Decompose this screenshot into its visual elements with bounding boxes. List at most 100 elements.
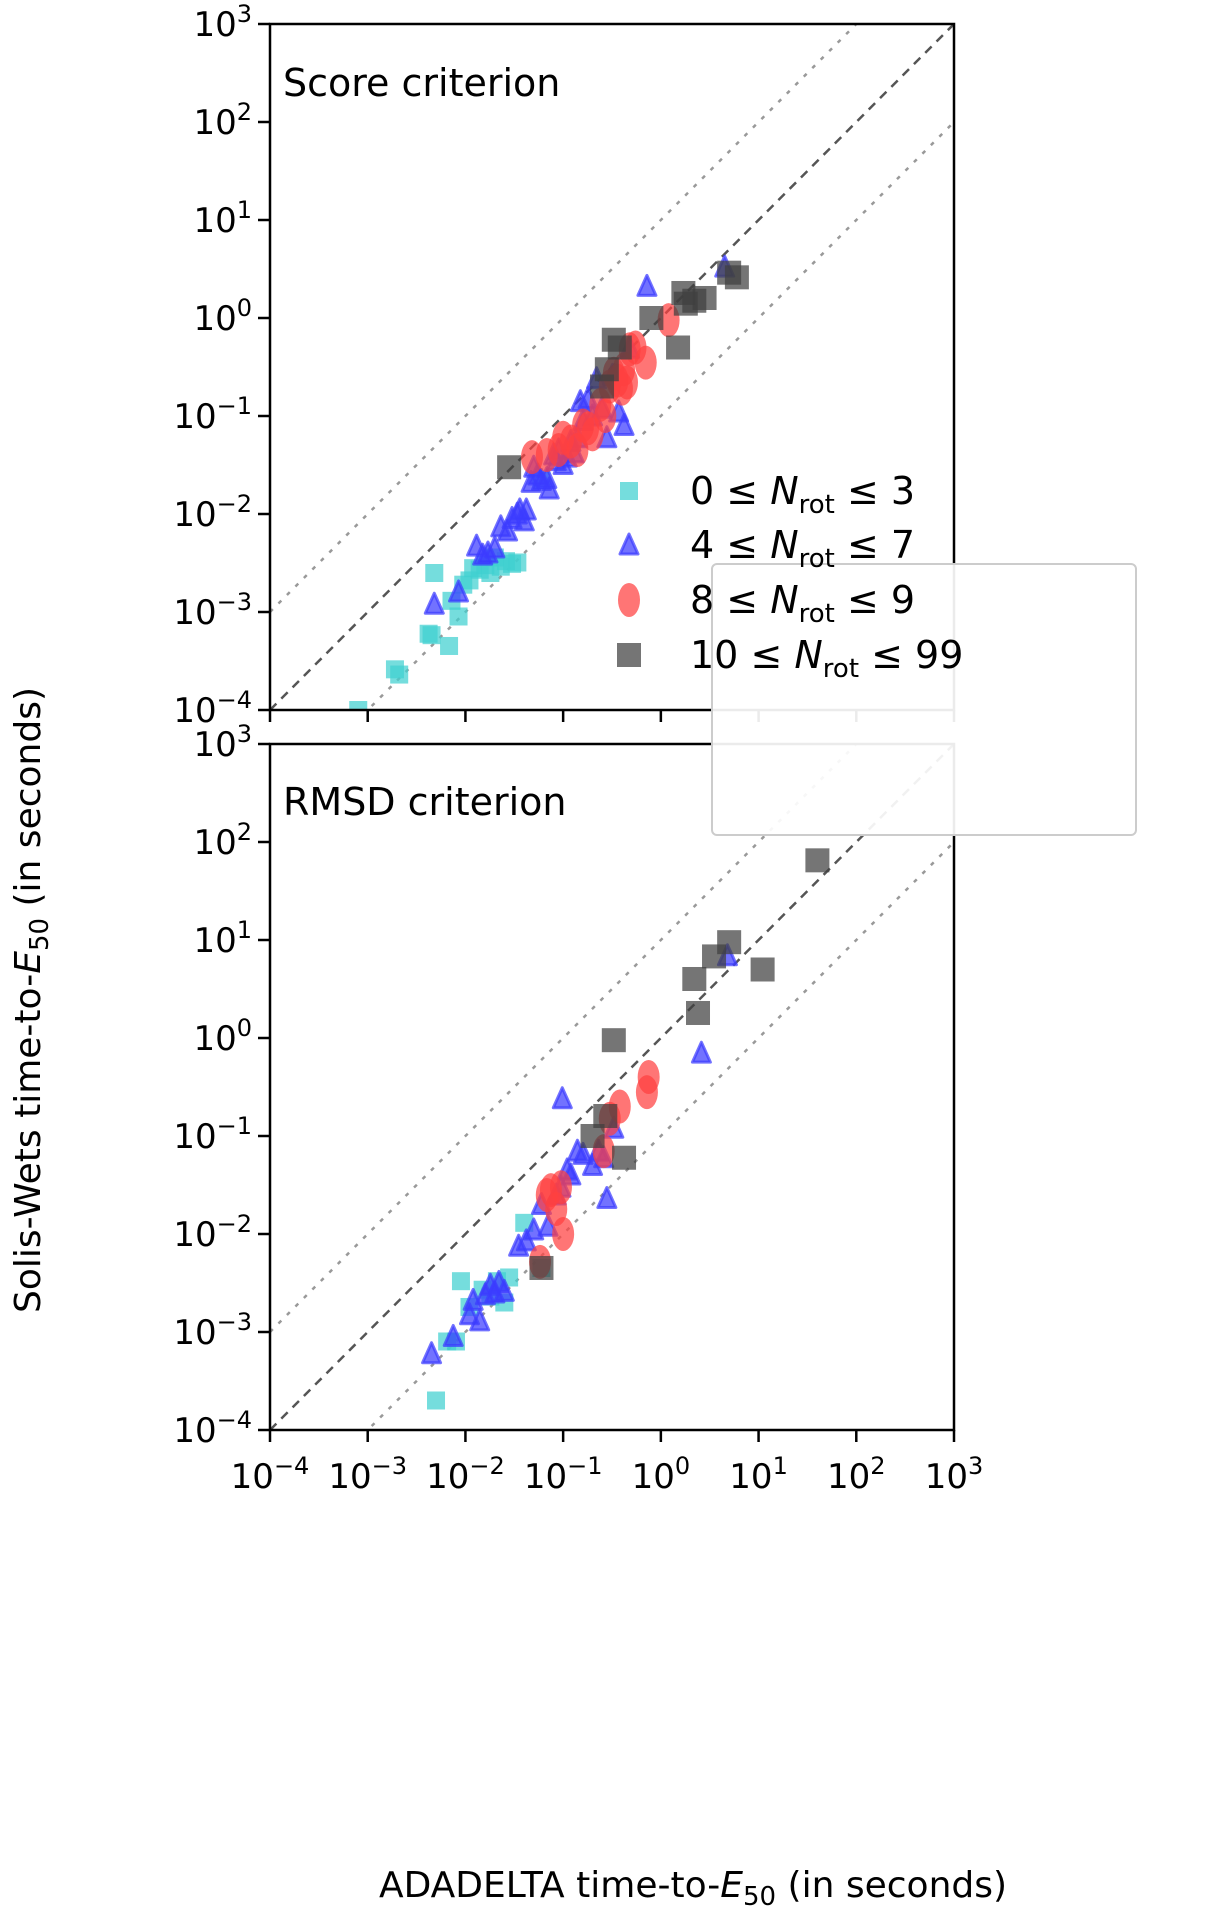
data-point (449, 607, 468, 626)
data-point (440, 636, 459, 655)
reference-line-0 (270, 744, 954, 1430)
y-tick-label: 101 (193, 916, 252, 961)
data-point (497, 455, 522, 480)
axes-frame (268, 22, 956, 712)
data-point (637, 1059, 660, 1094)
legend-label: 10 ≤ Nrot ≤ 99 (690, 633, 963, 684)
legend-label: 4 ≤ Nrot ≤ 7 (690, 523, 915, 574)
series-3 (529, 848, 830, 1280)
data-point (497, 518, 519, 542)
y-tick-label: 10−2 (173, 1210, 252, 1255)
y-tick-label: 101 (193, 196, 252, 241)
data-point (612, 1145, 637, 1170)
data-point (805, 848, 830, 873)
data-point (601, 1028, 626, 1053)
data-point (692, 285, 717, 310)
legend-entry-2: 8 ≤ Nrot ≤ 9 (618, 578, 915, 629)
reference-line-2 (365, 121, 954, 710)
data-point (636, 273, 658, 297)
reference-line-2 (365, 841, 954, 1430)
data-point (750, 957, 775, 982)
y-tick-label: 102 (193, 98, 252, 143)
x-tick-label: 10−3 (328, 1452, 407, 1497)
data-point (682, 966, 707, 991)
data-point (515, 497, 537, 521)
legend-marker (618, 532, 640, 556)
data-point (448, 579, 470, 603)
x-tick-label: 10−1 (524, 1452, 603, 1497)
legend-entry-1: 4 ≤ Nrot ≤ 7 (618, 523, 915, 574)
data-point (686, 1000, 711, 1025)
data-point (596, 1186, 618, 1210)
data-point (551, 1086, 573, 1110)
y-tick-label: 10−4 (173, 1406, 252, 1451)
data-point (552, 1217, 575, 1251)
data-point (613, 412, 635, 436)
data-point (549, 1170, 572, 1205)
data-point (594, 399, 617, 433)
y-axis-title: Solis-Wets time-to-E50 (in seconds) (8, 687, 55, 1313)
x-tick-label: 10−2 (426, 1452, 505, 1497)
legend: 0 ≤ Nrot ≤ 34 ≤ Nrot ≤ 78 ≤ Nrot ≤ 910 ≤… (617, 469, 1137, 836)
data-point (724, 265, 749, 290)
y-tick-label: 100 (193, 294, 252, 339)
legend-marker (618, 583, 640, 617)
x-tick-label: 102 (827, 1452, 886, 1497)
y-tick-label: 10−3 (173, 1308, 252, 1353)
x-tick-label: 10−4 (231, 1452, 310, 1497)
data-point (607, 335, 632, 360)
x-tick-label: 101 (729, 1452, 788, 1497)
data-point (423, 591, 445, 615)
legend-box (711, 563, 1137, 836)
score-panel: 10−4 10−3 10−2 10−1 100 101 102 103 Score criter… (173, 0, 956, 731)
axes-frame (268, 742, 956, 1432)
legend-label: 0 ≤ Nrot ≤ 3 (690, 469, 915, 520)
data-point (594, 357, 619, 382)
data-point (427, 1391, 446, 1410)
rmsd-panel: 10−410−4 10−3 10−3 10−2 10−2 10−1 10−1 100 100 10… (173, 720, 984, 1497)
y-tick-label: 10−1 (173, 392, 252, 437)
y-tick-label: 103 (193, 0, 252, 45)
plot-area (270, 24, 954, 710)
data-point (538, 476, 560, 500)
panel-title: RMSD criterion (283, 780, 567, 824)
x-tick-label: 103 (925, 1452, 984, 1497)
data-point (421, 1341, 443, 1365)
data-point (593, 1103, 618, 1128)
data-point (484, 535, 506, 559)
legend-marker (617, 643, 641, 667)
data-point (390, 665, 409, 684)
y-tick-label: 102 (193, 818, 252, 863)
data-point (425, 564, 444, 583)
legend-entry-3: 10 ≤ Nrot ≤ 99 (617, 633, 963, 684)
data-point (349, 701, 368, 710)
panel-title: Score criterion (283, 61, 560, 105)
series-3 (497, 260, 749, 480)
data-point (639, 306, 664, 330)
data-point (690, 1040, 712, 1064)
reference-line-1 (270, 24, 859, 613)
plot-area (270, 744, 954, 1430)
y-tick-label: 100 (193, 1014, 252, 1059)
y-tick-label: 10−2 (173, 490, 252, 535)
data-point (469, 1308, 491, 1332)
data-point (615, 365, 638, 400)
legend-entry-0: 0 ≤ Nrot ≤ 3 (620, 469, 915, 520)
data-point (422, 626, 441, 645)
legend-label: 8 ≤ Nrot ≤ 9 (690, 578, 915, 629)
legend-marker (620, 482, 638, 500)
data-point (493, 1278, 515, 1302)
data-point (666, 335, 691, 360)
data-point (508, 553, 527, 572)
data-point (580, 1124, 605, 1148)
data-point (717, 930, 742, 955)
data-point (458, 1302, 480, 1326)
y-tick-label: 10−3 (173, 588, 252, 633)
y-tick-label: 103 (193, 720, 252, 765)
x-axis-title: ADADELTA time-to-E50 (in seconds) (379, 1865, 1007, 1912)
x-tick-label: 100 (632, 1452, 691, 1497)
data-point (442, 1323, 464, 1347)
data-point (451, 1272, 470, 1291)
data-point (634, 345, 657, 380)
